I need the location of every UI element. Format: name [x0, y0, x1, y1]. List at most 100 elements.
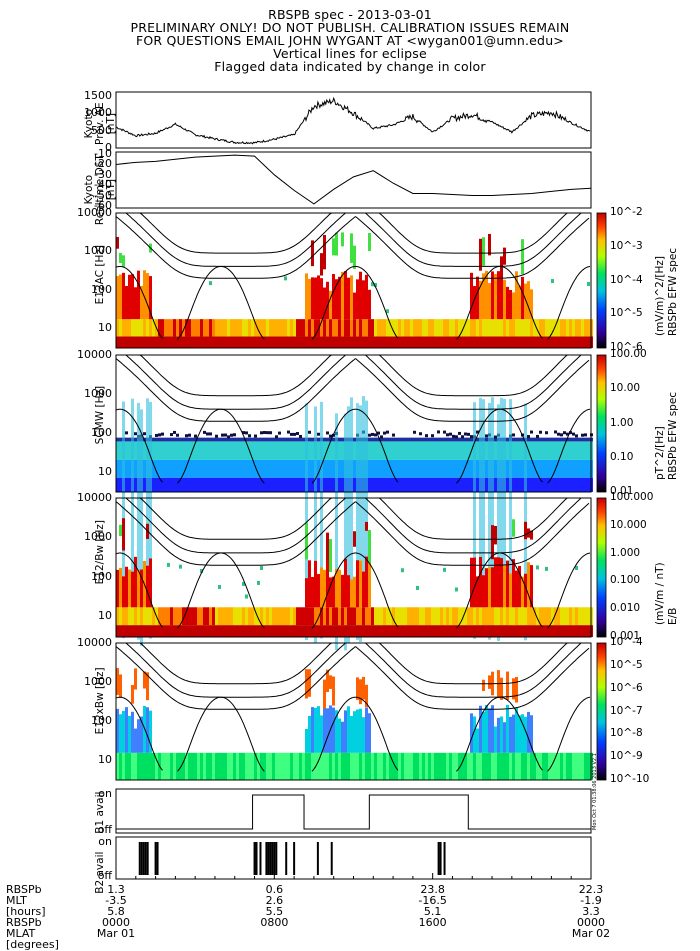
footer-value-time: 0800: [260, 916, 289, 929]
colorbar-tick: 10^-9: [610, 750, 643, 763]
spectrogram-e12xbw: [115, 642, 593, 780]
colorbar-tick: 10^-3: [610, 239, 643, 252]
spec-ytick: 100: [91, 282, 112, 296]
warning-line: PRELIMINARY ONLY! DO NOT PUBLISH. CALIBR…: [130, 20, 570, 35]
panel-frame: [115, 836, 592, 880]
ae-ytick: 500: [91, 123, 112, 137]
colorbar-tick: 10^-7: [610, 704, 643, 717]
colorbar: [596, 212, 607, 349]
footer-value-mlat: -1.9: [580, 894, 602, 907]
footer-row-label: [hours]: [6, 905, 46, 918]
footer-value-mlt: 23.8: [420, 883, 445, 896]
footer-value-v3: 3.3: [582, 905, 600, 918]
spec-ytick: 1000: [84, 530, 112, 544]
dst-ytick: -20: [94, 157, 112, 171]
footer-value-time: 0000: [102, 916, 130, 929]
panel-frame: [115, 212, 592, 349]
colorbar-tick: 100.00: [610, 348, 647, 360]
spec-ytick: 10: [98, 752, 112, 766]
footer-row-label: RBSPb: [6, 916, 42, 929]
spec-ytick: 10: [98, 609, 112, 623]
colorbar-tick: 0.100: [610, 574, 641, 587]
spec-ytick: 100: [91, 569, 112, 583]
spectrogram-e12ac: [115, 212, 593, 348]
spectrogram-e12bw: [115, 497, 593, 637]
dst-ytick: -10: [94, 147, 112, 161]
colorbar-tick: 10^-4: [610, 273, 643, 286]
avail-ytick: on: [98, 787, 112, 800]
colorbar-tick: 10^-6: [610, 681, 643, 694]
spec-ytick: 10: [98, 320, 112, 334]
avail-ytick: on: [98, 835, 112, 848]
footer-row-label: MLT: [6, 894, 27, 907]
spec-ytick: 100: [91, 713, 112, 727]
colorbar-title: (mV/m)^2/[Hz]: [654, 256, 666, 336]
footer-row-label: RBSPb: [6, 883, 42, 896]
footer-value-v3: 5.8: [107, 905, 125, 918]
spec-ytick: 10: [98, 464, 112, 478]
dst-ytick: -40: [94, 178, 112, 192]
eclipse-note: Vertical lines for eclipse: [273, 46, 427, 61]
spectrogram-scmw: [115, 354, 593, 651]
colorbar-title: E/B: [667, 607, 679, 625]
colorbar-tick: 10^-5: [610, 307, 643, 320]
contact-line: FOR QUESTIONS EMAIL JOHN WYGANT AT <wyga…: [135, 33, 564, 48]
colorbar-tick: 0.001: [610, 630, 641, 642]
colorbar-tick: 1.00: [610, 416, 634, 429]
footer-row-label: MLAT: [6, 927, 36, 940]
colorbar-tick: 10^-5: [610, 658, 643, 671]
colorbar-tick: 10^-10: [610, 773, 650, 785]
colorbar-title: (mV/m / nT): [654, 562, 666, 625]
side-stamp: Mon Oct 7 01:38:06 2013 V2.1: [592, 753, 598, 830]
dst-ytick: -60: [94, 198, 112, 212]
spec-ytick: 1000: [84, 674, 112, 688]
colorbar-tick: 0.01: [610, 485, 634, 497]
footer-value-time: 1600: [418, 916, 447, 929]
panel-frame: [115, 91, 592, 149]
footer-value-v3: 5.1: [423, 905, 442, 918]
spec-ytick: 100: [91, 425, 112, 439]
colorbar-title: RBSPb EFW spec: [667, 391, 679, 480]
footer-value-mlt: 0.6: [265, 883, 284, 896]
footer-value-mlat: -3.5: [105, 894, 127, 907]
flag-note: Flagged data indicated by change in colo…: [214, 59, 486, 74]
dst-ytick: -50: [94, 188, 112, 202]
ae-ytick: 1500: [84, 88, 112, 102]
colorbar-tick: 10.000: [610, 518, 647, 531]
footer-value-mlat: 2.6: [265, 894, 284, 907]
e12bw-ylabel: E12/Bw [Hz]: [94, 520, 106, 585]
ae-ytick: 1000: [84, 106, 112, 119]
spec-ytick: 10000: [77, 348, 112, 361]
colorbar-title: RBSPb EFW spec: [667, 247, 679, 336]
footer-value-mlt: 22.3: [578, 883, 604, 896]
colorbar-tick: 1.000: [610, 546, 641, 559]
chart-title: RBSPB spec - 2013-03-01: [268, 7, 432, 22]
footer-value-date: Mar 01: [96, 927, 136, 940]
footer-value-mlat: -16.5: [418, 894, 447, 907]
colorbar-tick: 100.000: [610, 491, 654, 503]
b1-availability-line: [116, 794, 591, 830]
spec-ytick: 1000: [84, 386, 112, 400]
colorbar-tick: 10.00: [610, 382, 641, 395]
colorbar-tick: 10^-4: [610, 636, 643, 648]
panel-frame: [115, 788, 592, 834]
colorbar: [596, 642, 607, 781]
dst-ytick: -30: [94, 167, 112, 181]
panel-frame: [115, 497, 592, 638]
panel-frame: [115, 642, 592, 781]
colorbar-tick: 10^-8: [610, 727, 643, 740]
colorbar-tick: 10^-6: [610, 341, 643, 353]
colorbar-title: pT^2/[Hz]: [654, 426, 666, 480]
spec-ytick: 1000: [84, 244, 112, 258]
colorbar: [596, 354, 607, 493]
avail-ytick: off: [97, 823, 112, 836]
colorbar-tick: 10^-2: [610, 206, 643, 218]
colorbar-tick: 0.10: [610, 450, 634, 463]
footer-row-label: [degrees]: [6, 938, 59, 951]
colorbar-tick: 0.010: [610, 602, 641, 615]
spec-ytick: 10000: [77, 636, 112, 649]
avail-ytick: off: [97, 869, 112, 882]
footer-value-v3: 5.5: [265, 905, 284, 918]
footer-value-mlt: 1.3: [107, 883, 125, 896]
